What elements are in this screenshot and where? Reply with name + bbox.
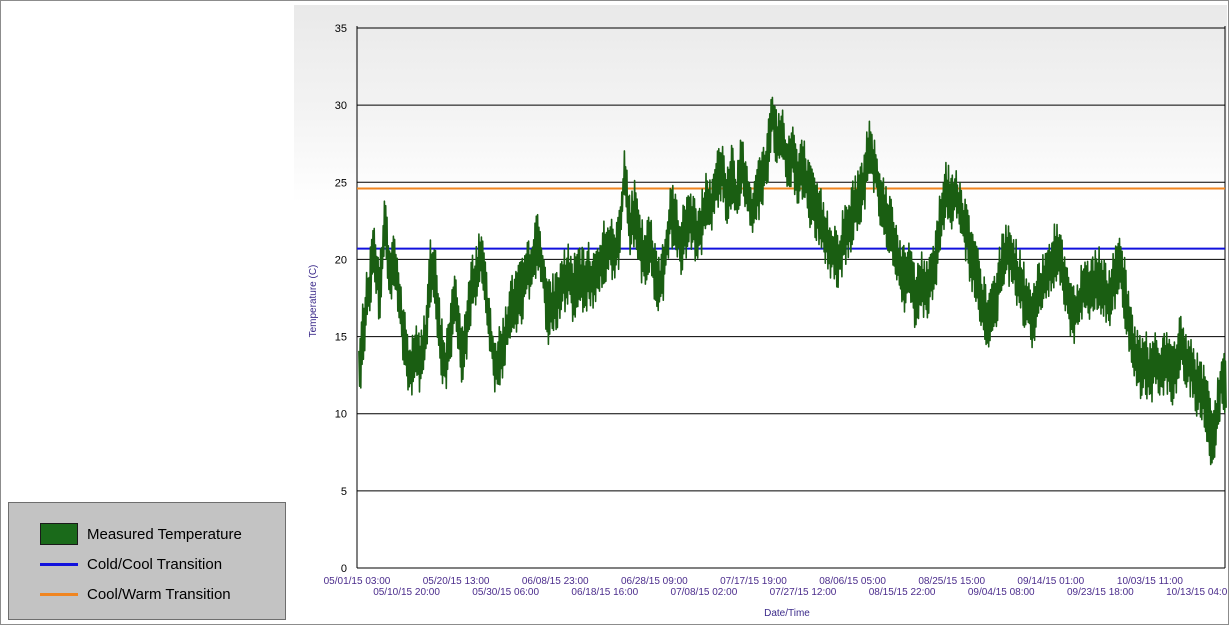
series-layer bbox=[358, 96, 1227, 466]
x-tick-label: 06/28/15 09:00 bbox=[621, 576, 688, 587]
legend-label: Measured Temperature bbox=[87, 525, 242, 543]
x-tick-labels: 05/01/15 03:00 05/20/15 13:00 06/08/15 23:… bbox=[324, 576, 1227, 598]
y-tick-label: 30 bbox=[335, 100, 347, 112]
y-tick-label: 35 bbox=[335, 23, 347, 35]
x-tick-label: 05/30/15 06:00 bbox=[472, 587, 539, 598]
grid-layer bbox=[356, 26, 1226, 569]
legend-label: Cold/Cool Transition bbox=[87, 555, 223, 573]
y-tick-label: 5 bbox=[341, 486, 347, 498]
y-tick-label: 20 bbox=[335, 254, 347, 266]
y-tick-label: 0 bbox=[341, 563, 347, 575]
x-axis-title: Date/Time bbox=[764, 608, 810, 619]
x-tick-label: 05/20/15 13:00 bbox=[423, 576, 490, 587]
measured-temperature-swatch bbox=[40, 523, 78, 545]
x-tick-label: 07/17/15 19:00 bbox=[720, 576, 787, 587]
legend-item-cool-warm-transition: Cool/Warm Transition bbox=[9, 582, 231, 606]
y-axis-title: Temperature (C) bbox=[308, 265, 319, 338]
measured-temperature-line bbox=[358, 96, 1227, 466]
x-tick-label: 08/06/15 05:00 bbox=[819, 576, 886, 587]
cold-cool-swatch bbox=[40, 562, 78, 566]
x-tick-label: 05/10/15 20:00 bbox=[373, 587, 440, 598]
x-tick-label: 06/08/15 23:00 bbox=[522, 576, 589, 587]
temperature-chart: 0 5 10 15 20 25 30 35 05/01/15 03:00 05/20/15 13… bbox=[308, 23, 1227, 619]
cool-warm-swatch bbox=[40, 592, 78, 596]
x-tick-label: 07/27/15 12:00 bbox=[770, 587, 837, 598]
x-tick-label: 06/18/15 16:00 bbox=[571, 587, 638, 598]
x-tick-label: 08/25/15 15:00 bbox=[918, 576, 985, 587]
legend: Measured Temperature Cold/Cool Transitio… bbox=[8, 502, 286, 620]
y-tick-label: 15 bbox=[335, 332, 347, 344]
legend-item-cold-cool-transition: Cold/Cool Transition bbox=[9, 552, 222, 576]
y-tick-label: 25 bbox=[335, 177, 347, 189]
legend-item-measured-temperature: Measured Temperature bbox=[9, 522, 242, 546]
x-tick-label: 07/08/15 02:00 bbox=[671, 587, 738, 598]
y-tick-labels: 0 5 10 15 20 25 30 35 bbox=[335, 23, 347, 575]
x-tick-label: 08/15/15 22:00 bbox=[869, 587, 936, 598]
x-tick-label: 09/04/15 08:00 bbox=[968, 587, 1035, 598]
legend-label: Cool/Warm Transition bbox=[87, 585, 231, 603]
x-tick-label: 10/13/15 04:00 bbox=[1166, 587, 1227, 598]
x-tick-label: 10/03/15 11:00 bbox=[1117, 576, 1183, 587]
x-tick-label: 09/23/15 18:00 bbox=[1067, 587, 1134, 598]
x-tick-label: 05/01/15 03:00 bbox=[324, 576, 391, 587]
x-tick-label: 09/14/15 01:00 bbox=[1017, 576, 1084, 587]
reference-lines bbox=[357, 187, 1225, 250]
y-tick-label: 10 bbox=[335, 409, 347, 421]
chart-panel: 0 5 10 15 20 25 30 35 05/01/15 03:00 05/20/15 13… bbox=[294, 5, 1227, 623]
